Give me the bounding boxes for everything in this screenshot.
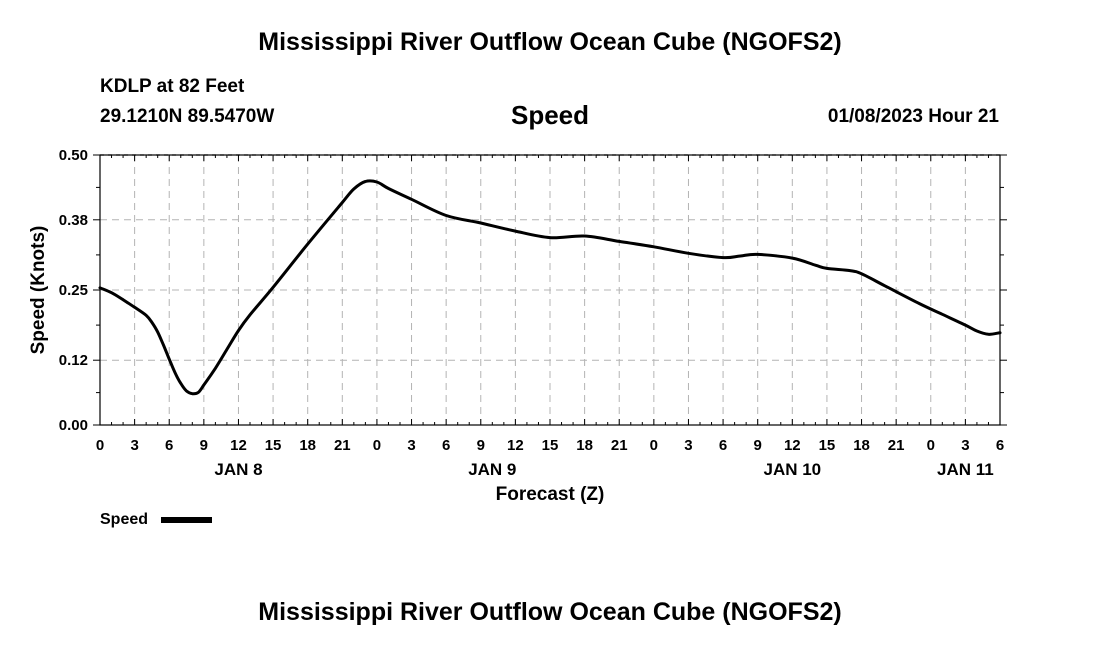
x-tick-label: 18	[576, 437, 593, 454]
y-tick-label: 0.00	[59, 417, 88, 434]
coordinates-label: 29.1210N 89.5470W	[100, 106, 275, 127]
x-tick-label: 6	[996, 437, 1004, 454]
legend-label: Speed	[100, 511, 148, 528]
station-label: KDLP at 82 Feet	[100, 76, 245, 97]
x-tick-label: 6	[442, 437, 450, 454]
y-tick-label: 0.12	[59, 352, 88, 369]
date-label: JAN 10	[763, 460, 821, 479]
x-tick-label: 3	[130, 437, 138, 454]
x-tick-label: 6	[719, 437, 727, 454]
x-tick-label: 9	[754, 437, 762, 454]
x-tick-label: 18	[853, 437, 870, 454]
x-tick-label: 21	[611, 437, 628, 454]
y-tick-label: 0.25	[59, 282, 88, 299]
footer-title: Mississippi River Outflow Ocean Cube (NG…	[258, 598, 842, 626]
date-label: JAN 8	[214, 460, 262, 479]
main-title: Mississippi River Outflow Ocean Cube (NG…	[258, 28, 842, 56]
x-tick-label: 0	[650, 437, 658, 454]
legend: Speed	[100, 511, 212, 528]
forecast-datetime: 01/08/2023 Hour 21	[827, 106, 999, 127]
legend-line-swatch	[161, 517, 212, 523]
x-tick-label: 3	[407, 437, 415, 454]
x-axis-label: Forecast (Z)	[496, 484, 605, 505]
x-tick-label: 9	[200, 437, 208, 454]
x-tick-label: 12	[784, 437, 801, 454]
x-tick-label: 21	[888, 437, 905, 454]
y-axis-label: Speed (Knots)	[28, 226, 49, 355]
x-tick-label: 3	[961, 437, 969, 454]
x-tick-label: 0	[96, 437, 104, 454]
x-tick-label: 15	[542, 437, 559, 454]
x-tick-label: 3	[684, 437, 692, 454]
chart-title: Speed	[510, 100, 590, 130]
x-tick-label: 0	[927, 437, 935, 454]
y-tick-label: 0.50	[59, 147, 88, 164]
x-tick-label: 12	[230, 437, 247, 454]
x-tick-label: 21	[334, 437, 351, 454]
x-tick-label: 6	[165, 437, 173, 454]
date-label: JAN 11	[937, 460, 994, 479]
y-tick-label: 0.38	[59, 212, 88, 229]
x-tick-label: 0	[373, 437, 381, 454]
x-tick-label: 9	[477, 437, 485, 454]
x-tick-label: 15	[819, 437, 836, 454]
grid	[100, 154, 1000, 425]
x-tick-label: 18	[299, 437, 316, 454]
x-tick-label: 12	[507, 437, 524, 454]
speed-series-line	[98, 179, 1002, 396]
x-tick-label: 15	[265, 437, 282, 454]
date-label: JAN 9	[468, 460, 516, 479]
axes: 0 3 6 9 12 15 18 21 0 3 6 9 12 15 18 21 0 3 6 9 12 15 18 21 0 3 6 0…	[59, 147, 1007, 479]
